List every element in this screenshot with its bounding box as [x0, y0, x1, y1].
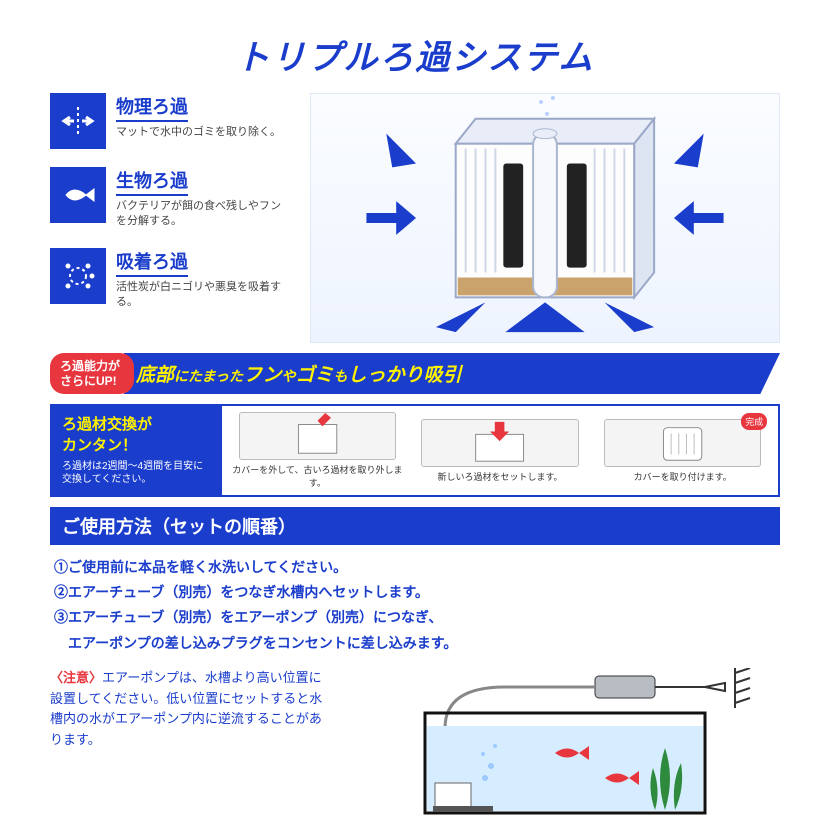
filter-diagram — [310, 93, 780, 343]
exchange-steps: カバーを外して、古いろ過材を取り外します。 新しいろ過材をセットします。 完成 … — [222, 406, 778, 495]
filter-desc: バクテリアが餌の食べ残しやフンを分解する。 — [116, 199, 290, 230]
filter-desc: 活性炭が白ニゴリや悪臭を吸着する。 — [116, 280, 290, 311]
usage-step: ③エアーチューブ（別売）をエアーポンプ（別売）につなぎ、 — [54, 605, 776, 630]
filter-item-physical: 物理ろ過 マットで水中のゴミを取り除く。 — [50, 93, 290, 149]
tank-diagram — [350, 668, 780, 818]
filter-label: 吸着ろ過 — [116, 248, 188, 277]
exchange-step-2: 新しいろ過材をセットします。 — [413, 419, 588, 483]
usage-step: ①ご使用前に本品を軽く水洗いしてください。 — [54, 555, 776, 580]
exchange-subnote: ろ過材は2週間～4週間を目安に交換してください。 — [62, 460, 212, 486]
bottom-section: 〈注意〉エアーポンプは、水槽より高い位置に設置してください。低い位置にセットする… — [50, 668, 780, 818]
top-section: 物理ろ過 マットで水中のゴミを取り除く。 生物ろ過 バクテリアが餌の食べ残しやフ… — [50, 93, 780, 343]
filter-arrow-icon — [50, 93, 106, 149]
filter-list: 物理ろ過 マットで水中のゴミを取り除く。 生物ろ過 バクテリアが餌の食べ残しやフ… — [50, 93, 290, 343]
usage-header: ご使用方法（セットの順番） — [50, 507, 780, 545]
exchange-step-1: カバーを外して、古いろ過材を取り外します。 — [230, 412, 405, 489]
page-title: トリプルろ過システム — [50, 30, 780, 79]
done-badge: 完成 — [741, 413, 767, 430]
banner-row: ろ過能力がさらにUP! 底部にたまったフンやゴミもしっかり吸引 — [50, 353, 780, 394]
suction-banner: 底部にたまったフンやゴミもしっかり吸引 — [124, 353, 780, 394]
exchange-headline: ろ過材交換がカンタン！ ろ過材は2週間～4週間を目安に交換してください。 — [52, 406, 222, 495]
usage-step: エアーポンプの差し込みプラグをコンセントに差し込みます。 — [54, 631, 776, 656]
exchange-step-3: 完成 カバーを取り付けます。 — [595, 419, 770, 483]
fish-icon — [50, 167, 106, 223]
filter-label: 生物ろ過 — [116, 167, 188, 196]
caution-text: 〈注意〉エアーポンプは、水槽より高い位置に設置してください。低い位置にセットする… — [50, 668, 330, 751]
usage-list: ①ご使用前に本品を軽く水洗いしてください。 ②エアーチューブ（別売）をつなぎ水槽… — [50, 555, 780, 656]
filter-desc: マットで水中のゴミを取り除く。 — [116, 125, 290, 140]
usage-step: ②エアーチューブ（別売）をつなぎ水槽内へセットします。 — [54, 580, 776, 605]
filter-label: 物理ろ過 — [116, 93, 188, 122]
filter-item-biological: 生物ろ過 バクテリアが餌の食べ残しやフンを分解する。 — [50, 167, 290, 230]
sparkle-icon — [50, 248, 106, 304]
power-up-badge: ろ過能力がさらにUP! — [50, 353, 134, 394]
filter-item-adsorption: 吸着ろ過 活性炭が白ニゴリや悪臭を吸着する。 — [50, 248, 290, 311]
exchange-box: ろ過材交換がカンタン！ ろ過材は2週間～4週間を目安に交換してください。 カバー… — [50, 404, 780, 497]
